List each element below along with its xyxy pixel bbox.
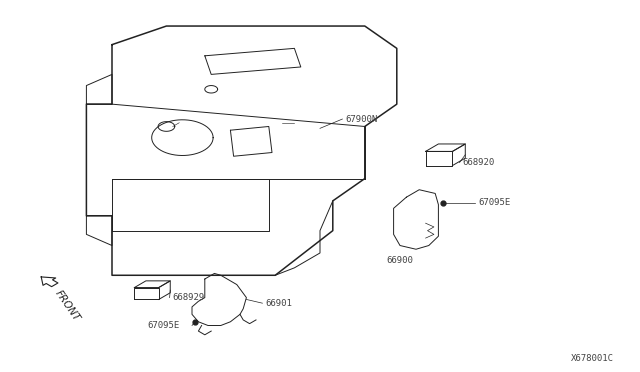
Text: 668929: 668929 <box>173 293 205 302</box>
Text: FRONT: FRONT <box>53 288 82 323</box>
Text: 66900: 66900 <box>387 256 413 265</box>
Text: X678001C: X678001C <box>572 354 614 363</box>
Text: 67900N: 67900N <box>346 115 378 124</box>
Text: 67095E: 67095E <box>147 321 179 330</box>
Text: 668920: 668920 <box>463 158 495 167</box>
Text: 67095E: 67095E <box>478 198 510 207</box>
Text: 66901: 66901 <box>266 299 292 308</box>
